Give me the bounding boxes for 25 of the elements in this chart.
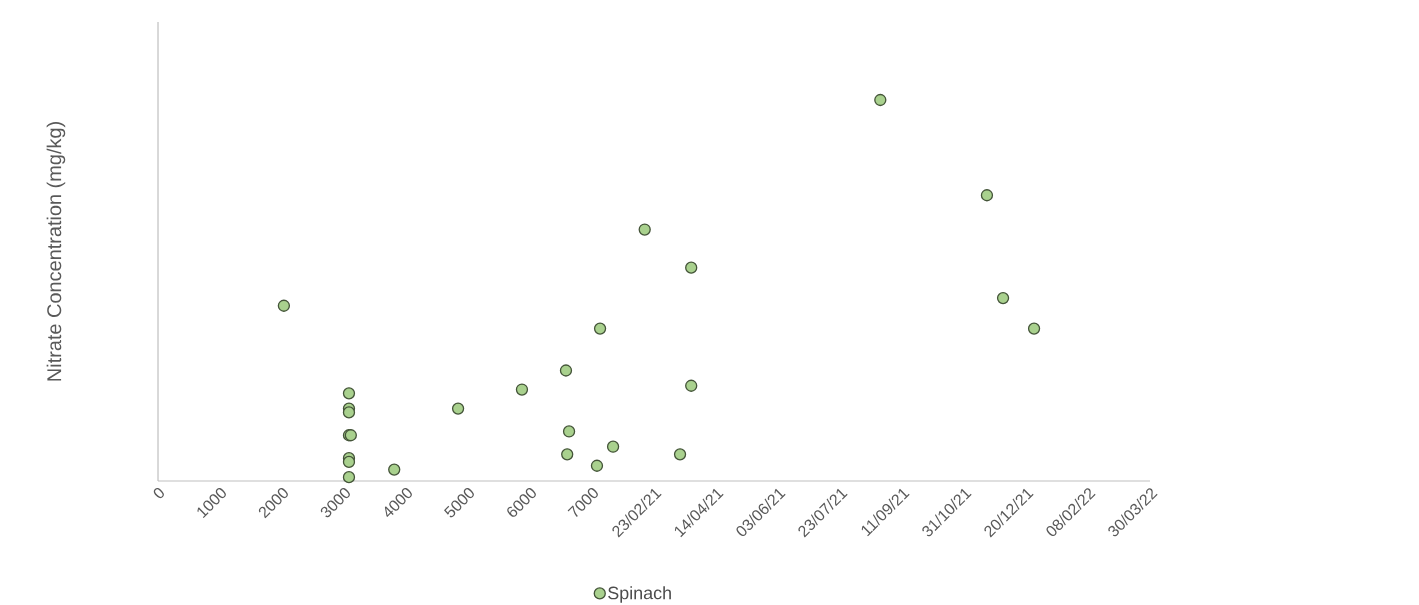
legend-label: Spinach xyxy=(608,586,671,604)
point xyxy=(515,383,529,396)
point xyxy=(685,261,698,274)
point xyxy=(590,459,604,473)
point xyxy=(996,292,1010,305)
point xyxy=(342,406,356,419)
point xyxy=(388,463,401,476)
point xyxy=(980,189,994,202)
point xyxy=(673,448,687,461)
point xyxy=(638,223,651,236)
point xyxy=(559,364,573,377)
point xyxy=(342,387,356,400)
point xyxy=(561,448,574,461)
point xyxy=(606,440,620,454)
point xyxy=(451,402,465,415)
point xyxy=(874,94,887,107)
point xyxy=(593,322,607,335)
point xyxy=(277,299,291,313)
point xyxy=(342,471,356,484)
x-tick-label: 0 xyxy=(153,488,164,499)
point xyxy=(1027,322,1041,335)
point xyxy=(342,455,356,469)
point xyxy=(562,425,576,438)
point xyxy=(685,379,698,393)
y-axis-title: Nitrate Concentration (mg/kg) xyxy=(46,122,66,381)
